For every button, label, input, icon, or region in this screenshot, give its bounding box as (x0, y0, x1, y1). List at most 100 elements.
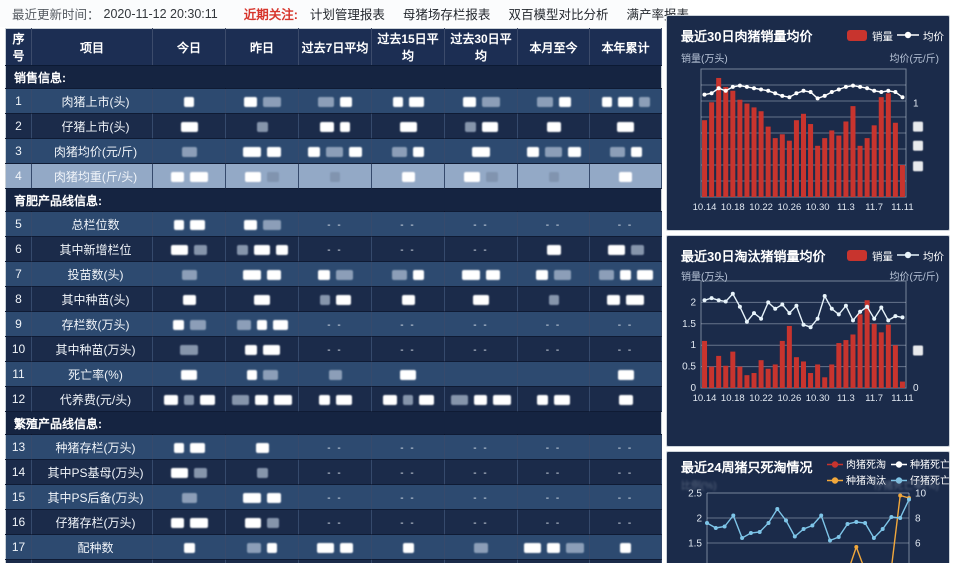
line-marker (865, 304, 870, 309)
legend-swatch-bar[interactable] (847, 250, 867, 261)
empty-value: - - (545, 320, 562, 331)
section-header-row: 繁殖产品线信息: (5, 411, 662, 435)
redacted-value (526, 146, 539, 157)
table-cell (152, 484, 226, 510)
redacted-value (262, 96, 281, 107)
line-marker (766, 88, 771, 93)
line-marker (810, 523, 815, 528)
legend-label: 种猪淘汰 (846, 474, 886, 487)
table-cell: - - (589, 434, 662, 460)
table-cell (444, 286, 518, 312)
row-item-name: 肉猪上市(头) (31, 88, 153, 114)
legend-label: 均价 (923, 31, 944, 43)
bar (779, 134, 785, 197)
table-cell (152, 286, 226, 312)
table-cell (225, 286, 299, 312)
bar (730, 351, 736, 388)
svg-text:10: 10 (915, 489, 927, 500)
table-cell (517, 261, 590, 287)
redacted-value (537, 394, 548, 405)
line-marker (815, 96, 820, 101)
table-row[interactable]: 12 代养费(元/头) (5, 386, 662, 412)
link-model-compare[interactable]: 双百模型对比分析 (508, 8, 609, 22)
table-row[interactable]: 8 其中种苗(头) (5, 286, 662, 312)
bar (899, 165, 905, 197)
bar (885, 324, 891, 388)
redacted-value (402, 542, 414, 553)
redacted-value (462, 96, 476, 107)
table-row[interactable]: 16 仔猪存栏(万头) - - - - - - - - - - (5, 509, 662, 535)
line-marker (898, 493, 903, 498)
svg-text:0: 0 (690, 383, 696, 394)
redacted-value (638, 96, 650, 107)
table-row[interactable]: 1 肉猪上市(头) (5, 88, 662, 114)
line-marker (819, 513, 824, 518)
legend-label: 种猪死亡 (910, 458, 950, 471)
table-row[interactable]: 11 死亡率(%) (5, 361, 662, 387)
svg-text:10.30: 10.30 (806, 393, 830, 404)
table-row[interactable]: 4 肉猪均重(斤/头) (5, 163, 662, 189)
table-cell: - - (589, 336, 662, 362)
redacted-value (558, 96, 571, 107)
line-marker (716, 298, 721, 303)
redacted-value (189, 219, 205, 230)
legend-marker (895, 461, 903, 468)
table-cell (371, 534, 445, 560)
redacted-value (262, 344, 280, 355)
empty-value: - - (473, 320, 489, 331)
table-header: 序号 项目 今日 昨日 过去7日平均 过去15日平均 过去30日平均 本月至今 本年累计 (5, 28, 662, 66)
row-number: 16 (5, 509, 32, 535)
table-row[interactable]: 18分娩窝数 (5, 559, 662, 563)
redacted-value (267, 517, 279, 528)
line-marker (748, 531, 753, 535)
link-plan-report[interactable]: 计划管理报表 (309, 8, 385, 22)
row-number: 18 (5, 559, 32, 563)
svg-text:2: 2 (696, 514, 702, 525)
table-row[interactable]: 10 其中种苗(万头) - - - - - - - - - - (5, 336, 662, 362)
line-marker (880, 527, 885, 531)
table-row[interactable]: 14 其中PS基母(万头) - - - - - - - - - - (5, 459, 662, 485)
table-row[interactable]: 6 其中新增栏位 - - - - - - (5, 236, 662, 262)
table-row[interactable]: 2 仔猪上市(头) (5, 113, 662, 139)
table-row[interactable]: 17 配种数 (5, 534, 662, 560)
empty-value: - - (617, 345, 634, 356)
table-cell: - - (298, 484, 372, 510)
redacted-value (548, 294, 559, 305)
line-marker (829, 306, 834, 311)
bar-series (702, 77, 905, 197)
table-row[interactable]: 13 种猪存栏(万头) - - - - - - - - - - (5, 434, 662, 460)
link-sow-farm-report[interactable]: 母猪场存栏报表 (402, 8, 491, 22)
redacted-value (243, 96, 257, 107)
line-marker (889, 515, 894, 519)
section-header-row: 销售信息: (5, 65, 662, 89)
bar (836, 135, 842, 197)
table-cell: - - (517, 211, 590, 237)
table-cell (298, 361, 372, 387)
line-marker (907, 497, 911, 502)
line-marker (879, 305, 884, 310)
legend-marker (904, 251, 912, 259)
redacted-value (194, 467, 207, 478)
table-row[interactable]: 5 总栏位数 - - - - - - - - - - (5, 211, 662, 237)
redacted-value (254, 294, 270, 305)
table-cell (152, 88, 226, 114)
table-row[interactable]: 15 其中PS后备(万头) - - - - - - - - - - (5, 484, 662, 510)
line-marker (863, 521, 868, 525)
redacted-value (247, 542, 261, 553)
table-row[interactable]: 3 肉猪均价(元/斤) (5, 138, 662, 164)
bar (723, 86, 729, 197)
table-row[interactable]: 9 存栏数(万头) - - - - - - - - - - (5, 311, 662, 337)
table-cell (225, 509, 299, 535)
redacted-value (413, 146, 424, 157)
chart-title: 最近30日肉猪销量均价 (681, 29, 813, 44)
redacted-value (472, 146, 490, 157)
row-number: 17 (5, 534, 32, 560)
table-row[interactable]: 7 投苗数(头) (5, 261, 662, 287)
svg-text:2: 2 (690, 297, 696, 308)
redacted-value (601, 96, 612, 107)
bar (843, 121, 849, 197)
line-marker (766, 521, 771, 525)
svg-text:6: 6 (915, 539, 921, 550)
legend-swatch-bar[interactable] (847, 30, 867, 41)
